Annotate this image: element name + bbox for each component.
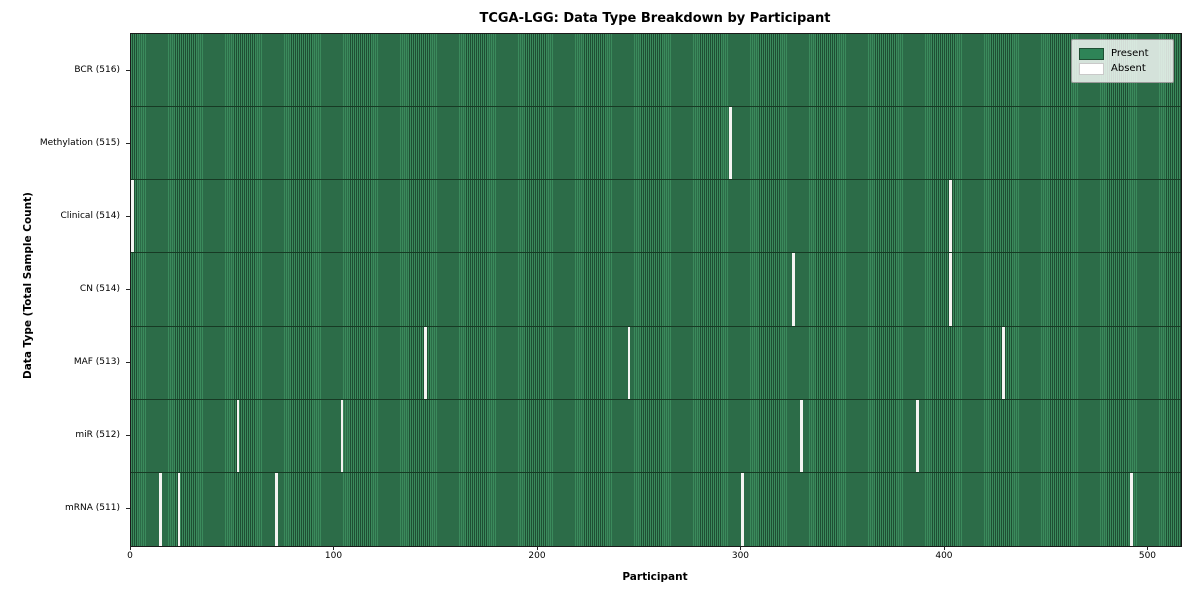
y-tick-label-Clinical: Clinical (514) xyxy=(60,210,120,221)
y-tick-label-BCR: BCR (516) xyxy=(74,64,120,75)
x-tick-label-200: 200 xyxy=(528,551,546,561)
heatmap-row-Methylation xyxy=(131,107,1181,181)
y-tick-label-CN: CN (514) xyxy=(79,284,120,294)
absent-marker xyxy=(1130,472,1133,546)
y-tick-mark xyxy=(126,215,130,217)
chart-title: TCGA-LGG: Data Type Breakdown by Partici… xyxy=(479,11,831,26)
absent-swatch-icon xyxy=(1079,62,1104,75)
absent-marker xyxy=(177,472,181,546)
y-tick-label-Methylation: Methylation (515) xyxy=(39,137,120,148)
legend-label-absent: Absent xyxy=(1111,63,1146,74)
absent-marker xyxy=(131,180,134,253)
heatmap-row-miR xyxy=(131,399,1181,473)
x-tick-label-300: 300 xyxy=(731,551,750,561)
absent-marker xyxy=(949,253,952,326)
absent-marker xyxy=(236,399,240,472)
heatmap-row-MAF xyxy=(131,326,1181,400)
x-tick-mark xyxy=(1147,546,1149,550)
heatmap-row-BCR xyxy=(131,34,1181,108)
absent-marker xyxy=(627,326,631,399)
x-tick-mark xyxy=(333,546,335,550)
present-swatch-icon xyxy=(1079,47,1104,60)
y-tick-mark xyxy=(126,69,130,71)
heatmap-row-Clinical xyxy=(131,180,1181,254)
x-tick-mark xyxy=(943,546,945,550)
legend-label-present: Present xyxy=(1111,48,1149,59)
y-tick-mark xyxy=(126,508,130,510)
y-tick-mark xyxy=(126,362,130,364)
y-tick-mark xyxy=(126,142,130,144)
x-tick-label-100: 100 xyxy=(324,551,343,561)
absent-marker xyxy=(916,399,920,472)
plot-area: Present Absent xyxy=(130,33,1182,547)
x-tick-mark xyxy=(740,546,742,550)
absent-marker xyxy=(340,399,344,472)
x-axis-title: Participant xyxy=(622,571,688,583)
absent-marker xyxy=(741,472,745,546)
legend-item-present: Present xyxy=(1079,47,1165,60)
absent-marker xyxy=(1001,326,1005,399)
absent-marker xyxy=(792,253,795,326)
legend: Present Absent xyxy=(1071,39,1174,83)
heatmap-row-mRNA xyxy=(131,472,1181,546)
absent-marker xyxy=(949,180,952,253)
y-tick-label-mRNA: mRNA (511) xyxy=(65,503,120,514)
absent-marker xyxy=(159,472,163,546)
x-tick-label-500: 500 xyxy=(1138,551,1157,561)
x-tick-mark xyxy=(536,546,538,550)
x-tick-label-0: 0 xyxy=(127,551,133,561)
y-tick-mark xyxy=(126,435,130,437)
x-tick-mark xyxy=(130,546,131,550)
y-tick-mark xyxy=(126,289,130,290)
absent-marker xyxy=(729,107,732,180)
absent-marker xyxy=(424,326,427,399)
x-tick-label-400: 400 xyxy=(935,551,953,561)
absent-marker xyxy=(275,472,279,546)
heatmap-row-CN xyxy=(131,253,1181,327)
legend-item-absent: Absent xyxy=(1079,62,1165,75)
y-tick-label-MAF: MAF (513) xyxy=(73,357,120,368)
y-tick-label-miR: miR (512) xyxy=(75,430,120,441)
absent-marker xyxy=(800,399,804,472)
